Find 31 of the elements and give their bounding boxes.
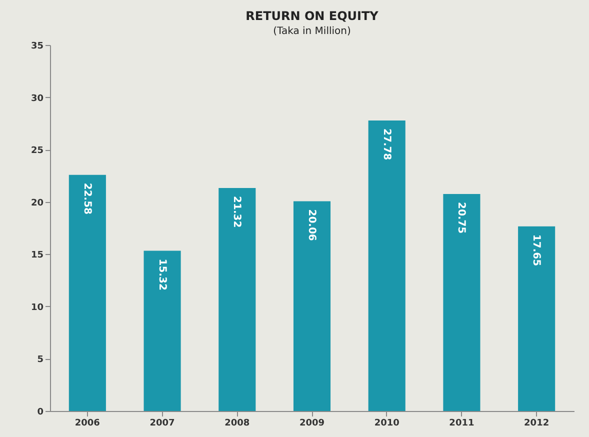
- y-tick-label: 20: [30, 198, 44, 208]
- data-label: 27.78: [380, 128, 392, 160]
- x-tick-label: 2008: [224, 418, 250, 428]
- x-tick-label: 2012: [524, 418, 550, 428]
- x-tick-label: 2009: [299, 418, 325, 428]
- data-label: 22.58: [81, 182, 92, 215]
- bar: [218, 188, 256, 411]
- y-tick-label: 0: [37, 408, 44, 418]
- x-tick-label: 2011: [449, 418, 474, 428]
- x-tick-label: 2007: [150, 418, 175, 428]
- data-label: 15.32: [156, 258, 168, 290]
- x-tick-label: 2010: [374, 418, 400, 428]
- y-tick-label: 10: [30, 302, 44, 313]
- y-tick-label: 30: [30, 94, 44, 104]
- bar: [144, 250, 181, 411]
- y-tick-label: 25: [30, 146, 44, 156]
- y-tick-label: 5: [37, 355, 44, 366]
- bar: [443, 194, 480, 411]
- data-label: 20.75: [456, 202, 467, 234]
- data-label: 17.65: [530, 234, 542, 266]
- bar: [293, 201, 331, 411]
- chart-title: RETURN ON EQUITY: [246, 9, 379, 23]
- x-tick-label: 2006: [74, 418, 100, 428]
- data-label: 20.06: [306, 209, 317, 241]
- y-tick-label: 35: [30, 42, 44, 52]
- bar: [518, 226, 556, 411]
- data-label: 21.32: [231, 196, 242, 228]
- bar: [368, 120, 406, 411]
- y-tick-label: 15: [30, 250, 44, 261]
- chart-subtitle: (Taka in Million): [273, 26, 351, 37]
- bar: [68, 174, 106, 411]
